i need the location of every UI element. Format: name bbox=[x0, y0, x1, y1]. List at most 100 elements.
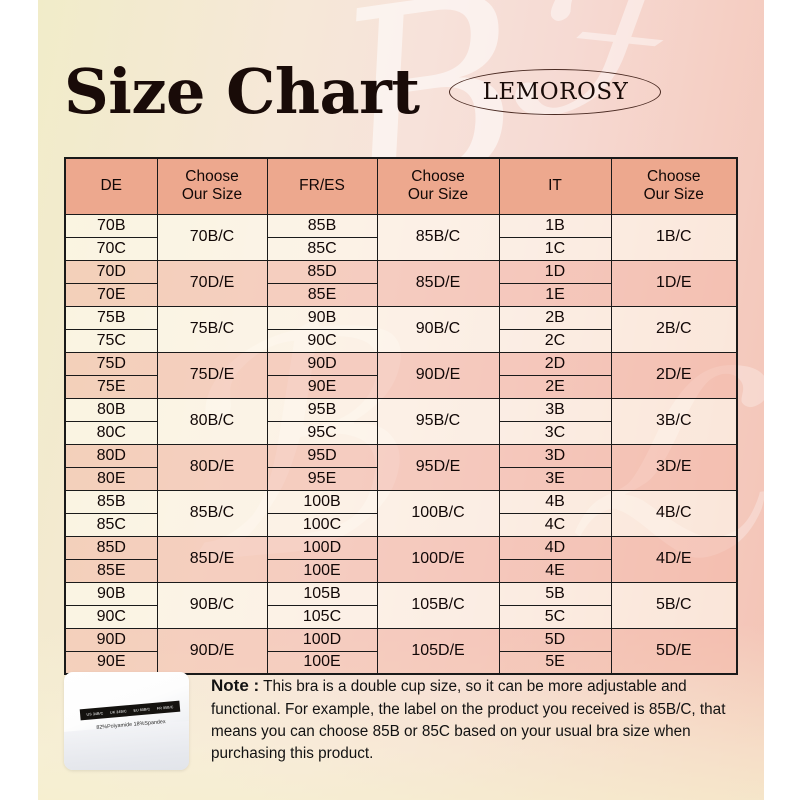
table-row: 80E 95E 3E bbox=[64, 466, 737, 491]
cell-fr-es: 105B bbox=[266, 581, 378, 606]
cell-fr-es: 85E bbox=[266, 282, 378, 307]
cell-our-size-2: 85B/C bbox=[376, 213, 500, 261]
cell-our-size-3: 5B/C bbox=[610, 581, 738, 629]
table-row: 90E 100E 5E bbox=[64, 650, 737, 675]
cell-it: 4B bbox=[498, 489, 612, 514]
cell-de: 90D bbox=[64, 627, 158, 652]
page-header: Size Chart LEMOROSY bbox=[64, 52, 736, 132]
column-header-de: DE bbox=[64, 157, 158, 215]
cell-de: 70B bbox=[64, 213, 158, 238]
cell-it: 4E bbox=[498, 558, 612, 583]
cell-de: 80D bbox=[64, 443, 158, 468]
cell-our-size-2: 95B/C bbox=[376, 397, 500, 445]
cell-our-size-1: 90D/E bbox=[156, 627, 268, 675]
table-row: 90B 90B/C 105B 105B/C 5B 5B/C bbox=[64, 581, 738, 629]
header-line-1: Choose bbox=[411, 167, 465, 185]
cell-fr-es: 95E bbox=[266, 466, 378, 491]
cell-it: 2D bbox=[498, 351, 612, 376]
brand-logo: LEMOROSY bbox=[449, 69, 662, 115]
cell-our-size-2: 100D/E bbox=[376, 535, 500, 583]
cell-fr-es: 90E bbox=[266, 374, 378, 399]
header-line-1: Choose bbox=[185, 167, 239, 185]
cell-fr-es: 90C bbox=[266, 328, 378, 353]
cell-fr-es: 85D bbox=[266, 259, 378, 284]
cell-de: 85C bbox=[64, 512, 158, 537]
cell-de: 90B bbox=[64, 581, 158, 606]
table-row: 80D 80D/E 95D 95D/E 3D 3D/E bbox=[64, 443, 738, 491]
brand-name: LEMOROSY bbox=[482, 79, 629, 105]
cell-fr-es: 105C bbox=[266, 604, 378, 629]
cell-our-size-3: 3D/E bbox=[610, 443, 738, 491]
cell-our-size-2: 95D/E bbox=[376, 443, 500, 491]
cell-our-size-3: 2D/E bbox=[610, 351, 738, 399]
cell-our-size-1: 90B/C bbox=[156, 581, 268, 629]
cell-it: 4C bbox=[498, 512, 612, 537]
page-title: Size Chart bbox=[64, 55, 420, 128]
header-line-1: Choose bbox=[647, 167, 701, 185]
column-header-our-size-2: Choose Our Size bbox=[376, 157, 500, 215]
cell-it: 3B bbox=[498, 397, 612, 422]
cell-our-size-2: 90B/C bbox=[376, 305, 500, 353]
column-header-our-size-3: Choose Our Size bbox=[610, 157, 738, 215]
table-row: 85B 85B/C 100B 100B/C 4B 4B/C bbox=[64, 489, 738, 537]
column-header-our-size-1: Choose Our Size bbox=[156, 157, 268, 215]
column-header-fr-es: FR/ES bbox=[266, 157, 378, 215]
table-body: 70B 70B/C 85B 85B/C 1B 1B/C 70C 85C 1C 70D 70D/E 85… bbox=[64, 213, 738, 675]
cell-fr-es: 100D bbox=[266, 535, 378, 560]
cell-fr-es: 100D bbox=[266, 627, 378, 652]
cell-our-size-2: 85D/E bbox=[376, 259, 500, 307]
table-row: 80C 95C 3C bbox=[64, 420, 737, 445]
product-label-photo: US 34B/C UK 34B/C EU 80B/C FR 95B/C 82%P… bbox=[64, 672, 189, 770]
table-header-row: DE Choose Our Size FR/ES Choose Our Size… bbox=[64, 157, 738, 215]
cell-our-size-3: 4D/E bbox=[610, 535, 738, 583]
cell-it: 4D bbox=[498, 535, 612, 560]
cell-de: 75D bbox=[64, 351, 158, 376]
table-row: 70E 85E 1E bbox=[64, 282, 737, 307]
cell-de: 85D bbox=[64, 535, 158, 560]
cell-fr-es: 95B bbox=[266, 397, 378, 422]
note-section: US 34B/C UK 34B/C EU 80B/C FR 95B/C 82%P… bbox=[64, 672, 736, 770]
cell-fr-es: 85C bbox=[266, 236, 378, 261]
cell-our-size-3: 5D/E bbox=[610, 627, 738, 675]
table-row: 75D 75D/E 90D 90D/E 2D 2D/E bbox=[64, 351, 738, 399]
tag-size-uk: UK 34B/C bbox=[109, 708, 127, 715]
cell-de: 75B bbox=[64, 305, 158, 330]
column-header-it: IT bbox=[498, 157, 612, 215]
cell-it: 2E bbox=[498, 374, 612, 399]
table-header: DE Choose Our Size FR/ES Choose Our Size… bbox=[64, 157, 738, 215]
note-text: Note : This bra is a double cup size, so… bbox=[211, 672, 736, 765]
cell-it: 1C bbox=[498, 236, 612, 261]
cell-de: 70E bbox=[64, 282, 158, 307]
header-line-2: Our Size bbox=[181, 186, 243, 204]
cell-our-size-1: 75B/C bbox=[156, 305, 268, 353]
table-row: 75C 90C 2C bbox=[64, 328, 737, 353]
cell-de: 80C bbox=[64, 420, 158, 445]
cell-our-size-2: 105B/C bbox=[376, 581, 500, 629]
cell-it: 1E bbox=[498, 282, 612, 307]
cell-our-size-3: 1B/C bbox=[610, 213, 738, 261]
cell-it: 1B bbox=[498, 213, 612, 238]
cell-fr-es: 85B bbox=[266, 213, 378, 238]
cell-it: 1D bbox=[498, 259, 612, 284]
cell-our-size-2: 100B/C bbox=[376, 489, 500, 537]
cell-our-size-2: 90D/E bbox=[376, 351, 500, 399]
cell-it: 5B bbox=[498, 581, 612, 606]
size-chart-table: DE Choose Our Size FR/ES Choose Our Size… bbox=[64, 157, 738, 675]
cell-our-size-3: 4B/C bbox=[610, 489, 738, 537]
cell-de: 90C bbox=[64, 604, 158, 629]
cell-it: 3C bbox=[498, 420, 612, 445]
cell-fr-es: 95C bbox=[266, 420, 378, 445]
cell-de: 85E bbox=[64, 558, 158, 583]
tag-size-eu: EU 80B/C bbox=[133, 706, 151, 713]
tag-size-fr: FR 95B/C bbox=[156, 704, 174, 711]
cell-our-size-1: 85D/E bbox=[156, 535, 268, 583]
cell-de: 70D bbox=[64, 259, 158, 284]
cell-de: 85B bbox=[64, 489, 158, 514]
tag-size-us: US 34B/C bbox=[86, 710, 104, 717]
cell-fr-es: 100C bbox=[266, 512, 378, 537]
table-row: 80B 80B/C 95B 95B/C 3B 3B/C bbox=[64, 397, 738, 445]
header-line-2: Our Size bbox=[643, 186, 704, 204]
table-row: 70D 70D/E 85D 85D/E 1D 1D/E bbox=[64, 259, 738, 307]
cell-our-size-3: 1D/E bbox=[610, 259, 738, 307]
cell-de: 80E bbox=[64, 466, 158, 491]
